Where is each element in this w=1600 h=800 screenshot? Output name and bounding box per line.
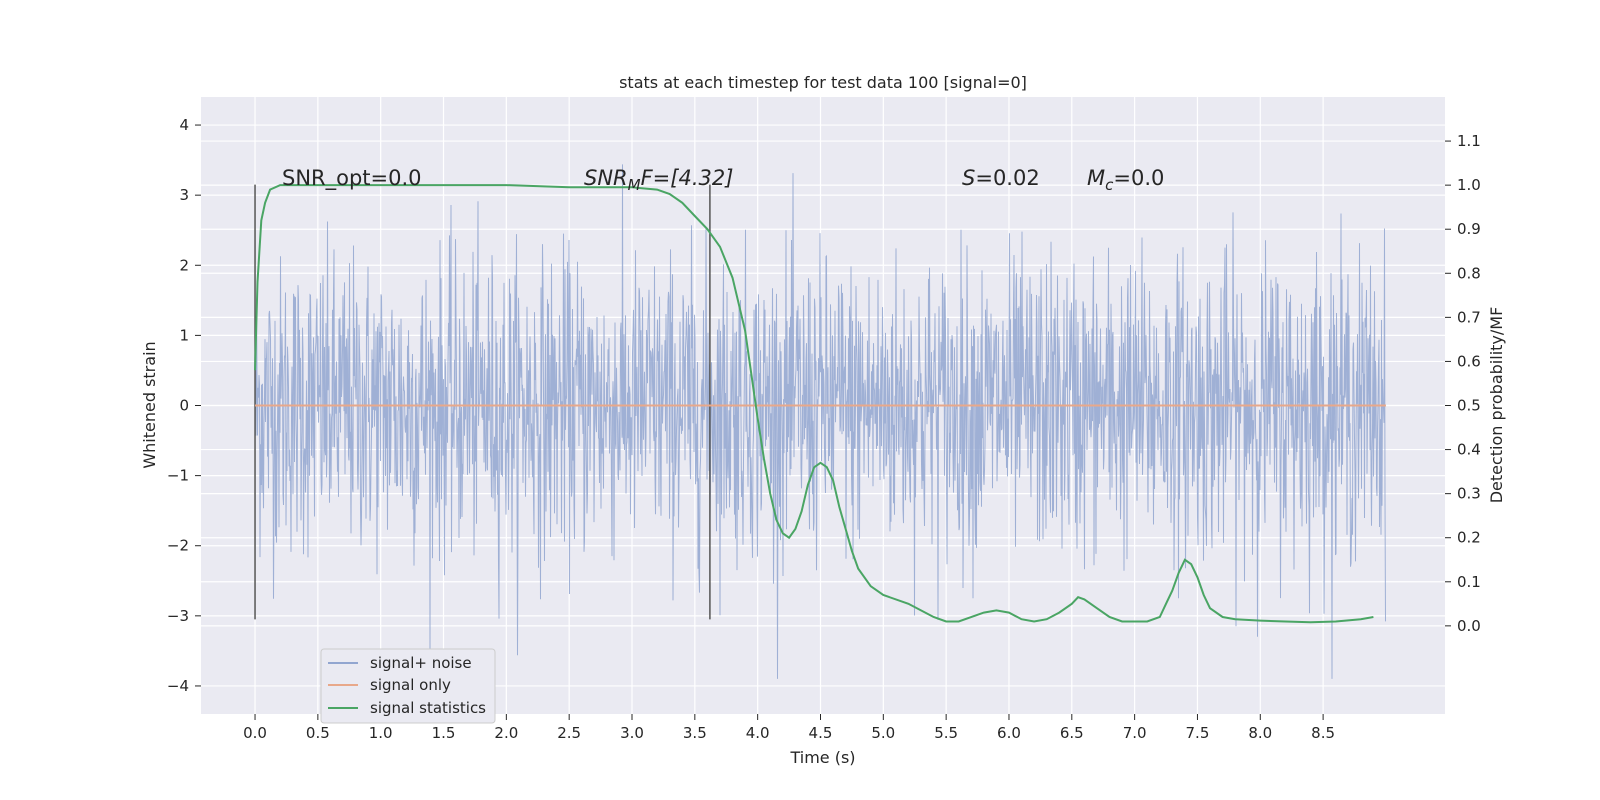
y2-tick-label: 0.6 — [1457, 352, 1481, 370]
y2-tick-label: 0.2 — [1457, 529, 1481, 547]
x-tick-label: 7.5 — [1186, 724, 1210, 742]
y2-tick-label: 1.0 — [1457, 176, 1481, 194]
x-tick-label: 0.0 — [243, 724, 267, 742]
y-tick-label: 0 — [179, 397, 189, 415]
x-tick-label: 3.0 — [620, 724, 644, 742]
y2-tick-label: 0.1 — [1457, 573, 1481, 591]
x-tick-label: 5.5 — [934, 724, 958, 742]
y2-tick-label: 0.4 — [1457, 441, 1481, 459]
legend-frame — [320, 648, 496, 724]
y2-tick-label: 0.8 — [1457, 264, 1481, 282]
y-tick-label: 4 — [179, 116, 189, 134]
legend-label-signal-statistics: signal statistics — [370, 699, 486, 717]
legend-label-signal-only: signal only — [370, 676, 451, 694]
chart-title: stats at each timestep for test data 100… — [619, 73, 1027, 92]
annotation-s-main: S — [962, 166, 975, 190]
window-markers — [254, 184, 711, 620]
y-tick-label: −4 — [167, 677, 189, 695]
legend: signal+ noise signal only signal statist… — [320, 648, 496, 724]
y2-axis-label: Detection probability/MF — [1487, 307, 1506, 504]
y-tick-label: 3 — [179, 186, 189, 204]
x-tick-label: 2.5 — [557, 724, 581, 742]
annotation-snr-mf-rest: F=[4.32] — [641, 166, 734, 190]
y2-tick-label: 0.5 — [1457, 397, 1481, 415]
annotation-s-rest: =0.02 — [975, 166, 1039, 190]
y-tick-label: −2 — [167, 537, 189, 555]
x-tick-label: 7.0 — [1123, 724, 1147, 742]
x-tick-label: 4.0 — [746, 724, 770, 742]
x-tick-label: 6.0 — [997, 724, 1021, 742]
y2-tick-label: 1.1 — [1457, 132, 1481, 150]
annotation-mc-sub: c — [1105, 176, 1114, 194]
signal-statistics-line — [254, 184, 1374, 624]
x-tick-label: 5.0 — [871, 724, 895, 742]
x-axis-ticks: 0.0 0.5 1.0 1.5 2.0 2.5 3.0 3.5 4.0 4.5 5.0 5.5 6.0 6… — [243, 714, 1335, 742]
x-tick-label: 1.5 — [432, 724, 456, 742]
annotation-s: S=0.02 — [962, 166, 1040, 190]
y-tick-label: 2 — [179, 256, 189, 274]
x-axis-label: Time (s) — [789, 748, 855, 767]
annotation-mc-main: M — [1087, 166, 1105, 190]
y-axis-ticks: 4 3 2 1 0 −1 −2 −3 −4 — [167, 116, 201, 695]
annotation-snr-opt: SNR_opt=0.0 — [282, 166, 422, 191]
x-tick-label: 0.5 — [306, 724, 330, 742]
annotation-mc: Mc=0.0 — [1087, 166, 1164, 194]
x-tick-label: 4.5 — [809, 724, 833, 742]
y-axis-label: Whitened strain — [140, 341, 159, 468]
x-tick-label: 2.0 — [494, 724, 518, 742]
y2-tick-label: 0.7 — [1457, 308, 1481, 326]
annotation-mc-rest: =0.0 — [1113, 166, 1164, 190]
noise-trace — [254, 164, 1386, 679]
y-tick-label: −1 — [167, 467, 189, 485]
x-tick-label: 6.5 — [1060, 724, 1084, 742]
x-tick-label: 3.5 — [683, 724, 707, 742]
x-tick-label: 8.5 — [1311, 724, 1335, 742]
y-tick-label: 1 — [179, 326, 189, 344]
x-tick-label: 1.0 — [369, 724, 393, 742]
y2-tick-label: 0.0 — [1457, 617, 1481, 635]
x-tick-label: 8.0 — [1248, 724, 1272, 742]
series-signal-noise — [254, 164, 1386, 679]
y-tick-label: −3 — [167, 607, 189, 625]
series-signal-statistics — [254, 184, 1374, 624]
y2-axis-ticks: 1.1 1.0 0.9 0.8 0.7 0.6 0.5 0.4 0.3 0.2 0.1 0.0 — [1445, 132, 1481, 635]
annotation-snr-mf: SNRMF=[4.32] — [584, 166, 733, 194]
annotation-snr-mf-main: SNR — [584, 166, 628, 190]
y2-tick-label: 0.9 — [1457, 220, 1481, 238]
annotation-snr-mf-sub: M — [628, 176, 641, 194]
legend-label-signal-noise: signal+ noise — [370, 654, 472, 672]
y2-tick-label: 0.3 — [1457, 485, 1481, 503]
